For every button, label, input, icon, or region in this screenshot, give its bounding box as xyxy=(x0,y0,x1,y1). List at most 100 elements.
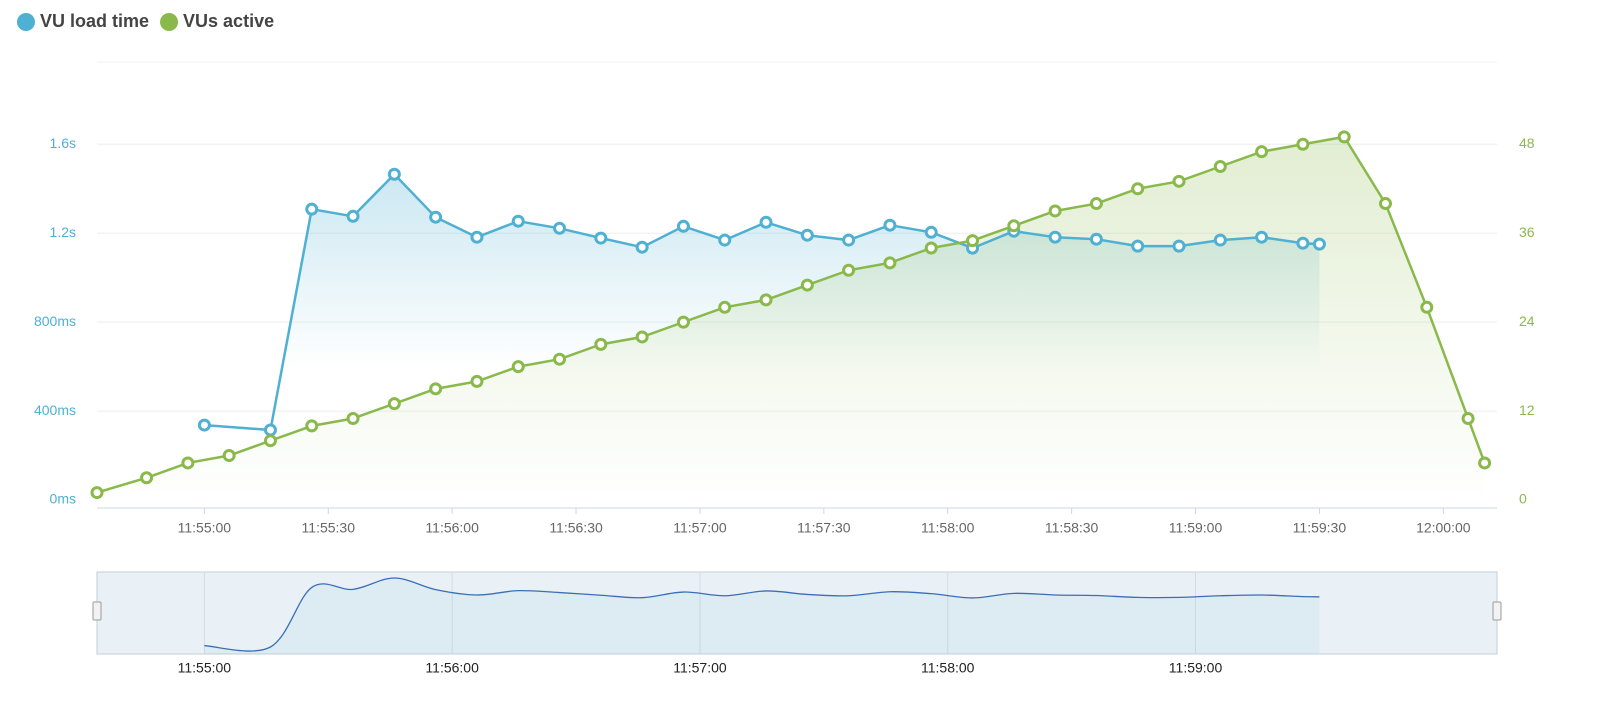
x-tick-label: 11:59:00 xyxy=(1169,520,1223,536)
navigator-tick-label: 11:55:00 xyxy=(178,660,232,676)
point xyxy=(1213,159,1227,173)
point xyxy=(1478,456,1492,470)
x-tick-label: 12:00:00 xyxy=(1416,520,1471,536)
point xyxy=(553,221,567,235)
point xyxy=(594,337,608,351)
legend-marker xyxy=(160,13,179,31)
point xyxy=(883,218,897,232)
point xyxy=(1131,239,1145,253)
point xyxy=(346,411,360,425)
lines xyxy=(90,130,1492,500)
x-tick-label: 11:58:00 xyxy=(921,520,975,536)
point xyxy=(553,352,567,366)
point xyxy=(197,418,211,432)
point xyxy=(305,419,319,433)
point xyxy=(800,228,814,242)
point xyxy=(511,360,525,374)
point xyxy=(1048,230,1062,244)
point xyxy=(1337,130,1351,144)
y-tick-label: 1.2s xyxy=(50,224,76,240)
point xyxy=(1131,182,1145,196)
point xyxy=(429,210,443,224)
legend: VU load time VUs active xyxy=(17,11,274,31)
point xyxy=(387,397,401,411)
point xyxy=(924,241,938,255)
legend-marker xyxy=(17,13,35,31)
point xyxy=(1296,137,1310,151)
point xyxy=(1255,145,1269,159)
point xyxy=(800,278,814,292)
point xyxy=(759,293,773,307)
navigator-line xyxy=(204,577,1320,652)
legend-label: VUs active xyxy=(183,11,274,31)
x-tick-label: 11:56:00 xyxy=(425,520,479,536)
point xyxy=(966,234,980,248)
point xyxy=(1420,300,1434,314)
point xyxy=(1172,239,1186,253)
navigator: 11:55:00 11:56:00 11:57:00 11:58:00 11:59:00 xyxy=(92,571,1502,676)
y2-tick-label: 36 xyxy=(1519,224,1535,240)
navigator-handle[interactable] xyxy=(1492,601,1502,621)
point xyxy=(305,202,319,216)
point xyxy=(1296,236,1310,250)
point xyxy=(222,449,236,463)
point xyxy=(1048,204,1062,218)
x-tick-label: 11:57:00 xyxy=(673,520,727,536)
point xyxy=(181,456,195,470)
y-tick-label: 0ms xyxy=(50,491,76,507)
point xyxy=(140,471,154,485)
point xyxy=(676,219,690,233)
x-tick-label: 11:59:30 xyxy=(1293,520,1347,536)
x-tick-label: 11:55:30 xyxy=(302,520,356,536)
point xyxy=(1172,174,1186,188)
y2-tick-label: 24 xyxy=(1519,313,1535,329)
point xyxy=(883,256,897,270)
x-tick-label: 11:55:00 xyxy=(178,520,232,536)
point xyxy=(429,382,443,396)
y-tick-label: 1.6s xyxy=(50,135,76,151)
point xyxy=(759,215,773,229)
legend-label: VU load time xyxy=(40,11,149,31)
navigator-tick-label: 11:56:00 xyxy=(425,660,479,676)
y-tick-label: 400ms xyxy=(34,402,76,418)
point xyxy=(387,167,401,181)
x-tick-label: 11:56:30 xyxy=(549,520,603,536)
point xyxy=(346,209,360,223)
point xyxy=(924,225,938,239)
x-tick-label: 11:58:30 xyxy=(1045,520,1099,536)
point xyxy=(676,315,690,329)
point xyxy=(1378,197,1392,211)
point xyxy=(842,263,856,277)
point xyxy=(470,230,484,244)
navigator-handle[interactable] xyxy=(92,601,102,621)
axes: 0ms 400ms 800ms 1.2s 1.6s 0 12 24 36 48 11:55:00 11… xyxy=(34,135,1535,536)
point xyxy=(263,434,277,448)
point xyxy=(470,374,484,388)
y2-tick-label: 0 xyxy=(1519,491,1527,507)
navigator-tick-label: 11:58:00 xyxy=(921,660,975,676)
line xyxy=(204,173,1320,432)
point xyxy=(594,231,608,245)
areas xyxy=(97,136,1485,501)
point xyxy=(1089,197,1103,211)
point xyxy=(718,300,732,314)
y2-tick-label: 48 xyxy=(1519,135,1535,151)
y2-tick-label: 12 xyxy=(1519,402,1535,418)
point xyxy=(263,423,277,437)
point xyxy=(1089,232,1103,246)
navigator-tick-label: 11:59:00 xyxy=(1169,660,1223,676)
y-tick-label: 800ms xyxy=(34,313,76,329)
point xyxy=(718,233,732,247)
point xyxy=(1007,219,1021,233)
point xyxy=(842,233,856,247)
point xyxy=(1255,230,1269,244)
x-tick-label: 11:57:30 xyxy=(797,520,851,536)
point xyxy=(1213,233,1227,247)
area xyxy=(97,136,1485,501)
navigator-area xyxy=(204,577,1320,654)
point xyxy=(511,214,525,228)
point xyxy=(635,240,649,254)
point xyxy=(1312,237,1326,251)
point xyxy=(1461,411,1475,425)
